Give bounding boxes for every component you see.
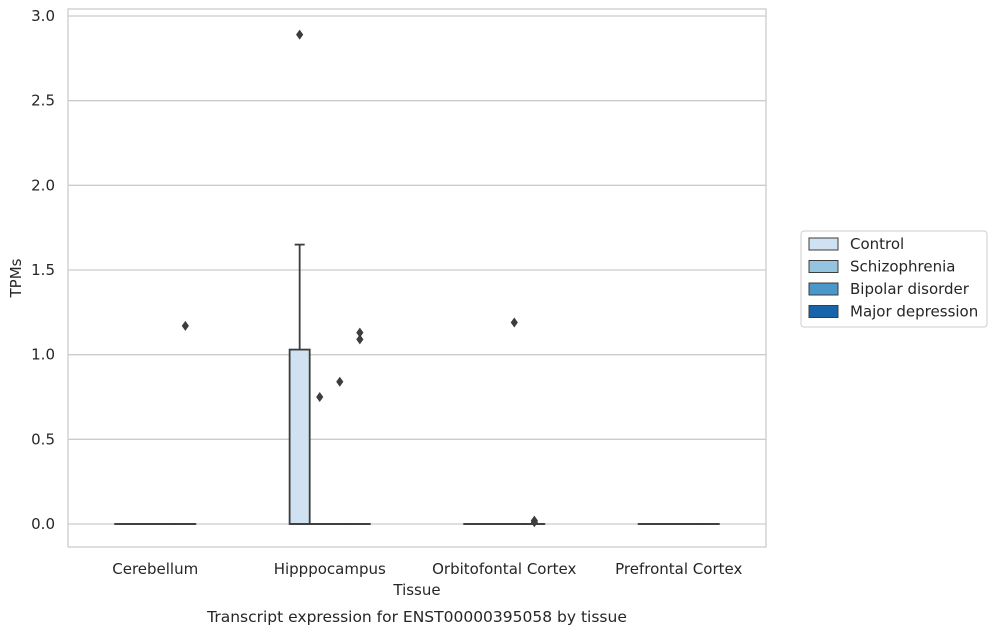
y-axis-label: TPMs <box>7 258 25 298</box>
y-tick-label: 0.5 <box>31 430 55 448</box>
outlier-point <box>181 320 189 331</box>
outlier-point <box>530 515 538 526</box>
outlier-point <box>356 327 364 338</box>
y-tick-label: 2.0 <box>31 176 55 194</box>
legend-frame <box>800 230 988 328</box>
x-axis-label: Tissue <box>392 581 440 599</box>
box-plot-marks <box>114 29 720 528</box>
gridlines <box>68 15 766 525</box>
y-tick-label: 2.5 <box>31 92 55 110</box>
chart-caption: Transcript expression for ENST0000039505… <box>206 608 627 626</box>
legend-label: Bipolar disorder <box>850 280 970 298</box>
outlier-point <box>336 376 344 387</box>
legend-swatch <box>808 237 839 251</box>
y-tick-label: 1.0 <box>31 346 55 364</box>
legend-swatch <box>808 305 839 318</box>
outlier-point <box>356 334 364 345</box>
legend-swatch <box>808 260 839 273</box>
box <box>288 348 311 525</box>
x-tick-label: Prefrontal Cortex <box>615 560 742 578</box>
outlier-point <box>316 392 324 402</box>
y-tick-labels: 0.0 0.5 1.0 1.5 2.0 2.5 3.0 <box>31 7 55 533</box>
y-tick-label: 3.0 <box>31 7 55 25</box>
plot-frame <box>67 8 767 548</box>
x-tick-label: Cerebellum <box>112 560 198 578</box>
y-tick-label: 0.0 <box>31 515 55 533</box>
legend-label: Major depression <box>850 303 978 321</box>
legend-swatch <box>808 282 839 296</box>
y-tick-label: 1.5 <box>31 261 55 279</box>
legend-label: Control <box>850 235 904 253</box>
x-tick-label: Hipppocampus <box>274 560 386 578</box>
x-tick-label: Orbitofontal Cortex <box>432 560 576 578</box>
legend-label: Schizophrenia <box>850 258 955 276</box>
outlier-point <box>296 29 304 40</box>
x-tick-labels: Cerebellum Hipppocampus Orbitofontal Corte… <box>112 560 742 578</box>
legend: Control Schizophrenia Bipolar disorder Majo… <box>800 230 988 328</box>
outlier-point <box>510 317 518 328</box>
